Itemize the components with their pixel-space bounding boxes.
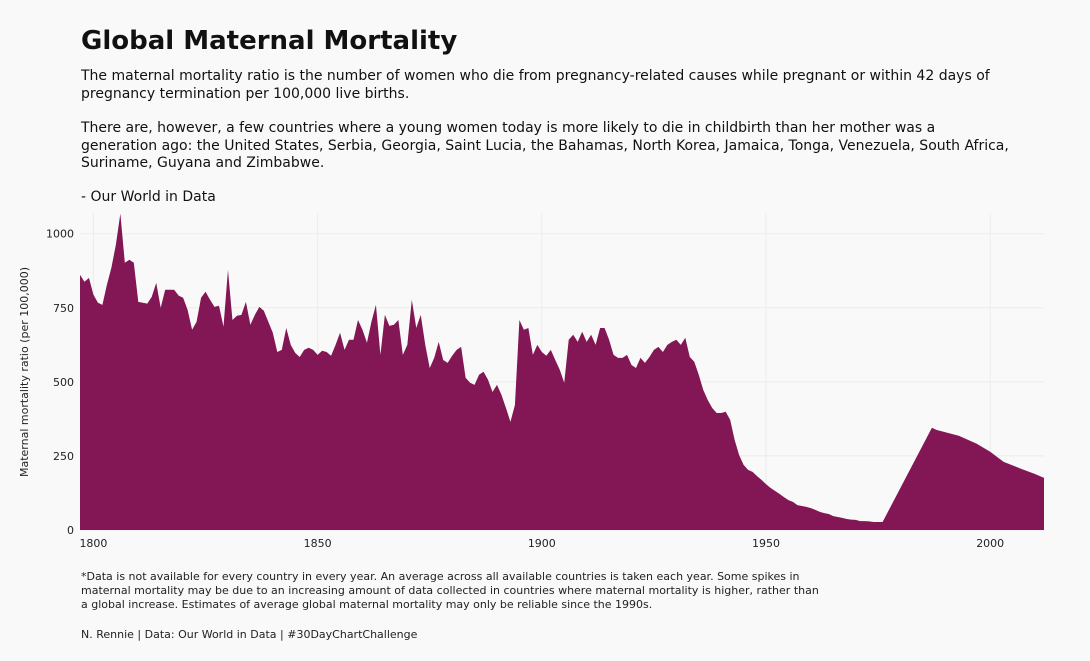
area <box>80 213 1044 530</box>
caption: *Data is not available for every country… <box>81 570 819 611</box>
y-tick-label: 500 <box>53 376 74 389</box>
x-tick-label: 1800 <box>79 537 107 550</box>
x-tick-label: 2000 <box>976 537 1004 550</box>
subtitle: - Our World in Data <box>81 189 216 205</box>
x-tick-label: 1850 <box>304 537 332 550</box>
y-tick-label: 1000 <box>46 228 74 241</box>
y-tick-label: 0 <box>67 524 74 537</box>
chart-title: Global Maternal Mortality <box>81 26 458 56</box>
y-tick-label: 750 <box>53 302 74 315</box>
y-tick-label: 250 <box>53 450 74 463</box>
y-axis-label: Maternal mortality ratio (per 100,000) <box>18 267 31 477</box>
subtitle: There are, however, a few countries wher… <box>81 120 1009 171</box>
x-tick-label: 1950 <box>752 537 780 550</box>
credit: N. Rennie | Data: Our World in Data | #3… <box>81 628 418 641</box>
x-tick-label: 1900 <box>528 537 556 550</box>
subtitle: The maternal mortality ratio is the numb… <box>81 68 990 102</box>
